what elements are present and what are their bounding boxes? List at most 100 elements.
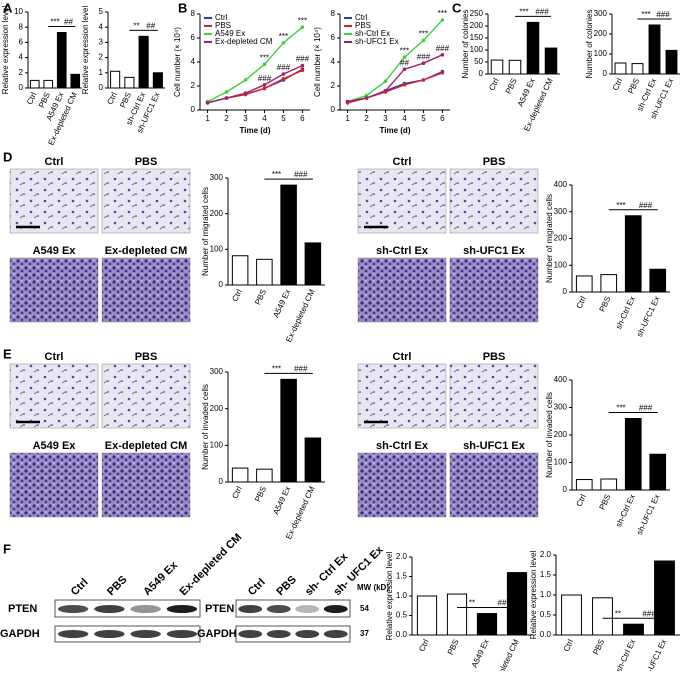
x-tick-label: Ctrl xyxy=(230,288,244,303)
bar xyxy=(624,418,642,491)
bar xyxy=(575,479,593,491)
bar xyxy=(446,593,468,636)
micrograph-label: PBS xyxy=(135,351,158,363)
significance: ### xyxy=(258,74,272,83)
bar xyxy=(231,255,249,286)
point xyxy=(243,78,248,82)
y-tick-label: 100 xyxy=(554,458,568,467)
bar xyxy=(600,478,618,491)
band xyxy=(295,630,320,638)
band xyxy=(130,605,161,613)
bar xyxy=(256,468,273,483)
bar xyxy=(575,275,593,293)
y-tick-label: 6 xyxy=(331,33,336,42)
y-tick-label: 1.0 xyxy=(540,590,552,599)
bar xyxy=(416,595,438,636)
y-tick-label: 100 xyxy=(470,45,484,54)
series-line xyxy=(347,70,443,104)
blot-frame xyxy=(235,599,351,618)
significance: ### xyxy=(656,10,670,19)
band xyxy=(166,605,198,613)
y-tick-label: 0 xyxy=(563,287,568,296)
x-tick-label: A549 Ex xyxy=(271,485,292,516)
micrograph xyxy=(449,363,539,429)
x-tick-label: 3 xyxy=(243,114,248,123)
micrograph xyxy=(9,168,99,234)
y-tick-label: 100 xyxy=(594,49,608,58)
significance: ## xyxy=(400,58,409,67)
y-tick-label: 150 xyxy=(470,33,484,42)
series-line xyxy=(207,68,303,104)
panel-label: C xyxy=(452,0,462,15)
significance: ### xyxy=(294,364,308,373)
y-tick-label: 0 xyxy=(331,105,336,114)
y-tick-label: 0 xyxy=(563,485,568,494)
y-tick-label: 400 xyxy=(554,375,568,384)
bar xyxy=(56,32,67,89)
significance: *** xyxy=(279,32,288,41)
y-axis-title: Cell number (× 10⁴) xyxy=(313,27,322,97)
series-line xyxy=(207,64,303,104)
micrograph xyxy=(101,452,191,518)
significance: *** xyxy=(419,30,428,39)
protein-label: PTEN xyxy=(8,603,37,615)
lane-label: Ctrl xyxy=(246,576,268,598)
x-tick-label: Ctrl xyxy=(611,77,625,92)
micrograph xyxy=(357,452,447,518)
y-tick-label: 10 xyxy=(14,7,23,16)
micrograph-label: Ctrl xyxy=(393,351,412,363)
y-tick-label: 300 xyxy=(594,9,608,18)
lane-label: Ex-depleted CM xyxy=(178,531,245,598)
y-tick-label: 300 xyxy=(554,403,568,412)
micrograph-label: PBS xyxy=(483,156,506,168)
band xyxy=(57,630,89,638)
y-tick-label: 200 xyxy=(210,404,224,413)
x-tick-label: sh-Ctrl Ex xyxy=(614,295,637,331)
bar xyxy=(614,62,627,75)
y-tick-label: 0 xyxy=(479,69,484,78)
point xyxy=(281,72,286,76)
significance: ** xyxy=(615,609,621,618)
micrograph xyxy=(9,363,99,429)
y-tick-label: 6 xyxy=(19,38,24,47)
bar xyxy=(70,73,81,89)
significance: ## xyxy=(64,18,73,27)
micrograph-label: Ctrl xyxy=(45,156,64,168)
series-line xyxy=(207,26,303,103)
bar xyxy=(231,467,249,483)
micrograph xyxy=(9,257,99,323)
y-tick-label: 300 xyxy=(210,173,224,182)
point xyxy=(383,89,388,93)
y-tick-label: 1.5 xyxy=(396,572,408,581)
y-tick-label: 4 xyxy=(99,22,104,31)
y-axis-title: Relative expression level xyxy=(81,6,90,95)
x-tick-label: 3 xyxy=(383,114,388,123)
y-tick-label: 250 xyxy=(470,9,484,18)
significance: ** xyxy=(469,599,475,608)
band xyxy=(238,605,263,613)
lane-label: A549 Ex xyxy=(141,559,180,598)
x-axis-title: Time (d) xyxy=(380,126,411,135)
significance: ## xyxy=(146,21,155,30)
significance: ### xyxy=(294,170,308,179)
point xyxy=(281,77,286,81)
series-line xyxy=(347,19,443,103)
bar xyxy=(526,21,540,75)
bar xyxy=(506,572,528,636)
y-tick-label: 200 xyxy=(554,430,568,439)
x-tick-label: A549 Ex xyxy=(470,638,491,669)
x-tick-label: 4 xyxy=(402,114,407,123)
y-tick-label: 0 xyxy=(219,280,224,289)
point xyxy=(440,53,445,57)
protein-label: PTEN xyxy=(205,603,234,615)
y-tick-label: 0 xyxy=(191,105,196,114)
significance: *** xyxy=(616,201,625,210)
band xyxy=(94,630,125,638)
micrograph-label: sh-UFC1 Ex xyxy=(463,245,526,257)
lane-label: Ctrl xyxy=(69,576,91,598)
x-tick-label: sh-UFC1 Ex xyxy=(635,295,662,338)
x-axis-title: Time (d) xyxy=(240,126,271,135)
panel-label: D xyxy=(3,149,12,164)
y-tick-label: 0.5 xyxy=(540,610,552,619)
y-tick-label: 100 xyxy=(210,244,224,253)
